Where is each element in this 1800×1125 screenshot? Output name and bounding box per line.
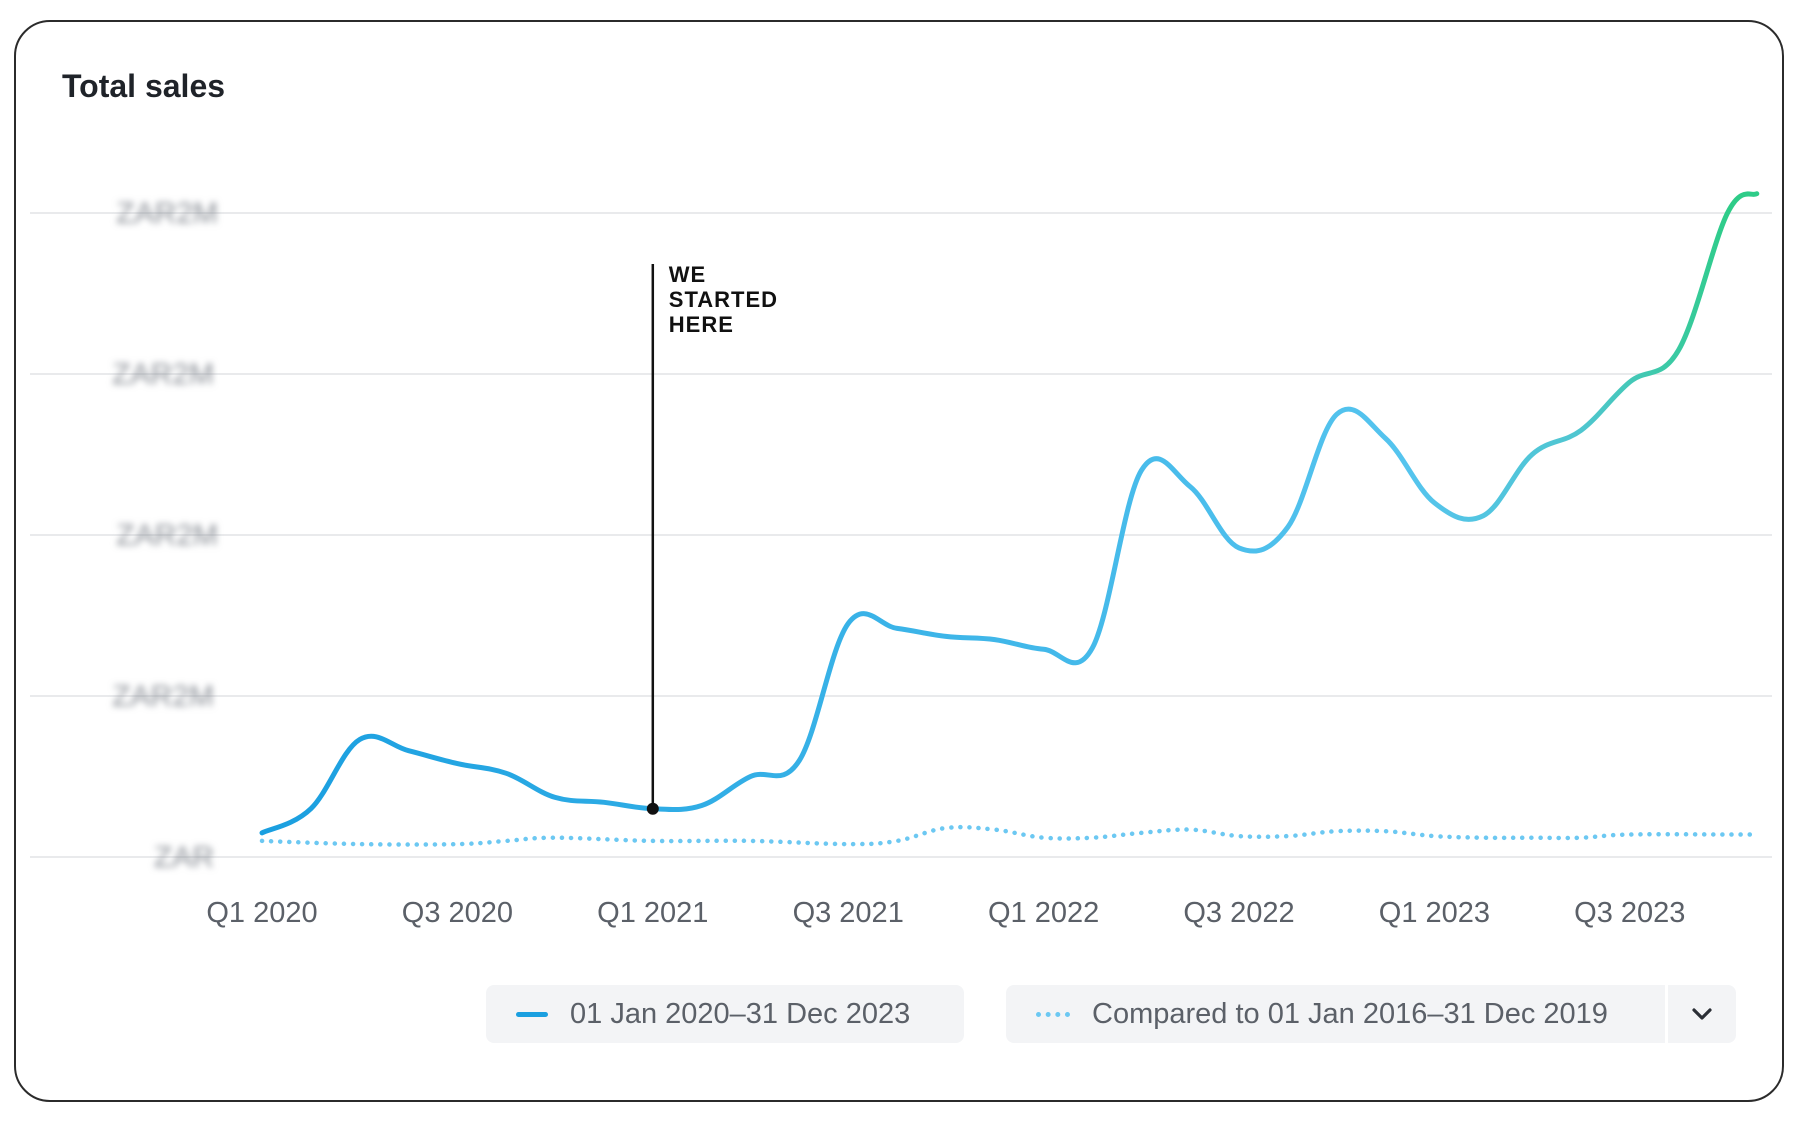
legend-divider bbox=[1665, 985, 1668, 1043]
y-tick-label: ZAR2M bbox=[112, 680, 214, 713]
annotation-text: HERE bbox=[669, 312, 734, 337]
x-tick-label: Q3 2021 bbox=[793, 897, 904, 929]
grid-lines bbox=[30, 212, 1772, 858]
compare-dropdown-button[interactable] bbox=[1668, 985, 1736, 1043]
x-tick-label: Q1 2020 bbox=[206, 897, 317, 929]
series-comparison-line bbox=[259, 824, 1760, 847]
annotation-text: WE bbox=[669, 262, 706, 287]
x-tick-label: Q3 2022 bbox=[1183, 897, 1294, 929]
legend-primary[interactable]: 01 Jan 2020–31 Dec 2023 bbox=[486, 985, 964, 1043]
total-sales-card bbox=[14, 20, 1784, 1102]
x-tick-label: Q3 2020 bbox=[402, 897, 513, 929]
chevron-down-icon bbox=[1692, 1008, 1712, 1020]
chart-title: Total sales bbox=[62, 68, 226, 104]
y-axis-ticks: ZAR2M ZAR2M ZAR2M ZAR2M ZAR bbox=[112, 197, 218, 874]
y-tick-label: ZAR2M bbox=[116, 519, 218, 552]
legend-primary-label: 01 Jan 2020–31 Dec 2023 bbox=[570, 997, 911, 1030]
x-axis-ticks: Q1 2020 Q3 2020 Q1 2021 Q3 2021 Q1 2022 Q3 20… bbox=[206, 897, 1685, 929]
legend-compare-label: Compared to 01 Jan 2016–31 Dec 2019 bbox=[1092, 997, 1608, 1030]
annotation-marker bbox=[646, 802, 659, 815]
y-tick-label: ZAR2M bbox=[116, 197, 218, 230]
x-tick-label: Q1 2021 bbox=[597, 897, 708, 929]
dotted-line-swatch-icon bbox=[1036, 1011, 1070, 1017]
y-tick-label: ZAR bbox=[154, 841, 214, 874]
solid-line-swatch-icon bbox=[516, 1011, 548, 1017]
legend-compare[interactable]: Compared to 01 Jan 2016–31 Dec 2019 bbox=[1006, 985, 1668, 1043]
series-primary-line bbox=[259, 191, 1760, 836]
x-tick-label: Q1 2023 bbox=[1379, 897, 1490, 929]
x-tick-label: Q3 2023 bbox=[1574, 897, 1685, 929]
annotation-text: STARTED bbox=[669, 287, 778, 312]
series-layer bbox=[259, 191, 1760, 847]
x-tick-label: Q1 2022 bbox=[988, 897, 1099, 929]
y-tick-label: ZAR2M bbox=[112, 358, 214, 391]
